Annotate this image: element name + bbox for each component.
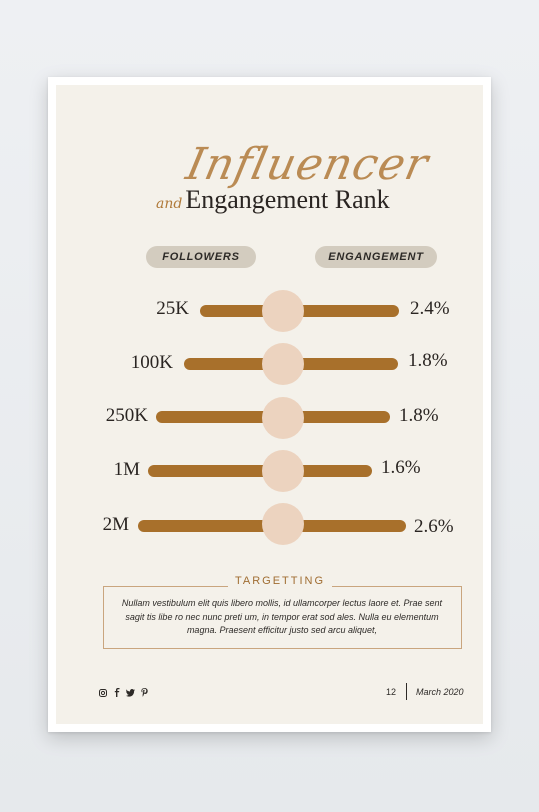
row-followers-2: 100K [130,352,173,373]
row-knob-3 [262,397,304,439]
row-bar-4 [148,465,372,477]
twitter-icon[interactable] [126,688,135,697]
engagement-header: ENGANGEMENT [315,246,437,268]
row-engagement-4: 1.6% [381,457,421,478]
targeting-title: TARGETTING [228,575,332,587]
instagram-icon[interactable] [98,688,107,697]
facebook-icon[interactable] [112,688,121,697]
footer-date: March 2020 [416,687,464,697]
social-icons [98,688,149,697]
row-knob-5 [262,503,304,545]
row-followers-5: 2M [102,514,129,535]
row-engagement-5: 2.6% [414,516,454,537]
row-engagement-3: 1.8% [399,405,439,426]
page-title: and Engangement Rank [156,185,390,215]
row-followers-1: 25K [156,298,189,319]
row-followers-3: 250K [105,405,148,426]
page-number: 12 [386,687,397,697]
row-knob-1 [262,290,304,332]
row-engagement-2: 1.8% [408,350,448,371]
document-sheet: Influencer and Engangement Rank FOLLOWERS… [48,77,491,732]
targeting-text: Nullam vestibulum elit quis libero molli… [121,598,443,635]
row-engagement-1: 2.4% [410,298,450,319]
row-followers-4: 1M [113,459,140,480]
title-main: Engangement Rank [185,185,390,214]
title-and: and [156,196,183,212]
content-panel: Influencer and Engangement Rank FOLLOWERS… [56,85,483,724]
row-knob-2 [262,343,304,385]
followers-header: FOLLOWERS [146,246,256,268]
row-knob-4 [262,450,304,492]
title-script: Influencer [181,139,434,190]
pinterest-icon[interactable] [140,688,149,697]
footer-divider [406,683,407,700]
